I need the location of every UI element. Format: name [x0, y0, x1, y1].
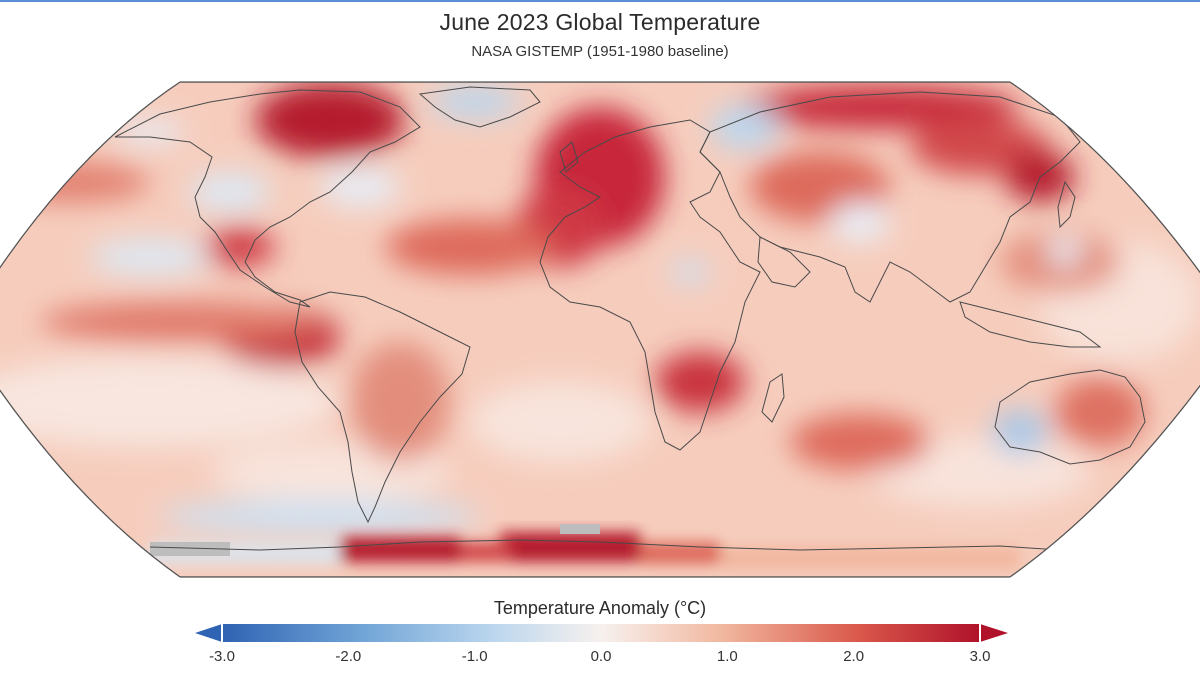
colorbar-tick-label: -2.0 [335, 648, 362, 665]
south-america-outline [294, 291, 471, 524]
north-america-outline [114, 89, 421, 308]
antarctica-outline [149, 539, 1061, 551]
missing-data-patch [150, 542, 230, 556]
colorbar-tick-label: 3.0 [969, 648, 991, 665]
arabia-outline [757, 236, 811, 288]
colorbar-tick-label: -1.0 [461, 648, 488, 665]
colorbar-tick-label: 2.0 [843, 648, 865, 665]
greenland-outline [418, 86, 541, 128]
colorbar-tick-label: 1.0 [716, 648, 738, 665]
legend-title: Temperature Anomaly (°C) [493, 598, 707, 618]
australia-outline [994, 369, 1146, 465]
anomaly-field [0, 82, 1200, 535]
colorbar-tick-label: -3.0 [209, 648, 235, 665]
new-zealand-outline [1159, 461, 1196, 488]
japan-outline [1057, 180, 1076, 229]
madagascar-outline [761, 373, 785, 423]
uk-outline [559, 141, 579, 173]
missing-data-patch [560, 524, 600, 534]
colorbar-tick-label: 0.0 [590, 648, 612, 665]
map-subtitle: NASA GISTEMP (1951-1980 baseline) [471, 43, 729, 60]
map-title: June 2023 Global Temperature [439, 9, 761, 35]
indonesia-outline [959, 301, 1102, 348]
